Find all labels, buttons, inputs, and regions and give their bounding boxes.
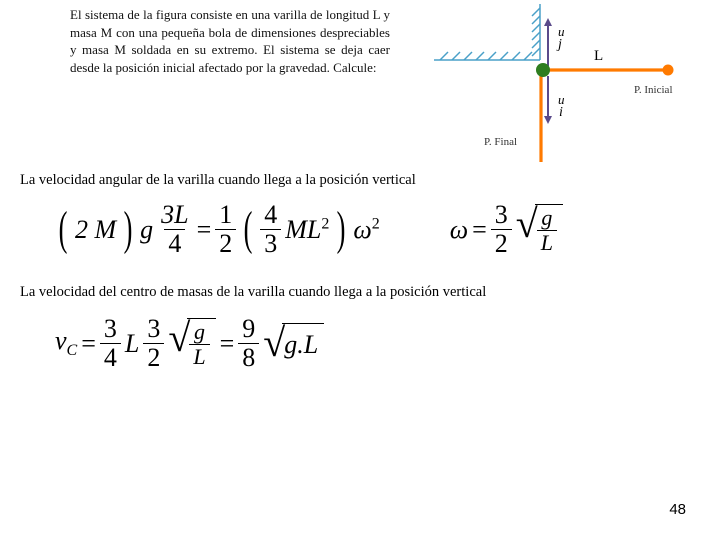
page-number: 48 — [669, 501, 686, 518]
label-i: i — [559, 105, 563, 121]
equation-row-1: ( 2 M ) g 3L 4 = 1 2 ( 4 3 ML2 ) ω2 ω = … — [55, 201, 720, 258]
vc-equation: vC = 3 4 L 3 2 √ g L = 9 8 √ — [55, 315, 324, 372]
physics-diagram: u j L P. Inicial u i P. Final — [410, 4, 690, 154]
label-L: L — [594, 48, 603, 65]
energy-equation: ( 2 M ) g 3L 4 = 1 2 ( 4 3 ML2 ) ω2 — [55, 201, 380, 258]
omega-result: ω = 3 2 √ g L — [450, 201, 563, 258]
label-pinicial: P. Inicial — [634, 84, 673, 96]
question-1: La velocidad angular de la varilla cuand… — [20, 172, 720, 189]
label-j: j — [558, 37, 562, 53]
label-pfinal: P. Final — [484, 136, 517, 148]
equation-row-2: vC = 3 4 L 3 2 √ g L = 9 8 √ — [55, 315, 720, 372]
problem-statement: El sistema de la figura consiste en una … — [70, 4, 390, 154]
question-2: La velocidad del centro de masas de la v… — [20, 284, 720, 301]
